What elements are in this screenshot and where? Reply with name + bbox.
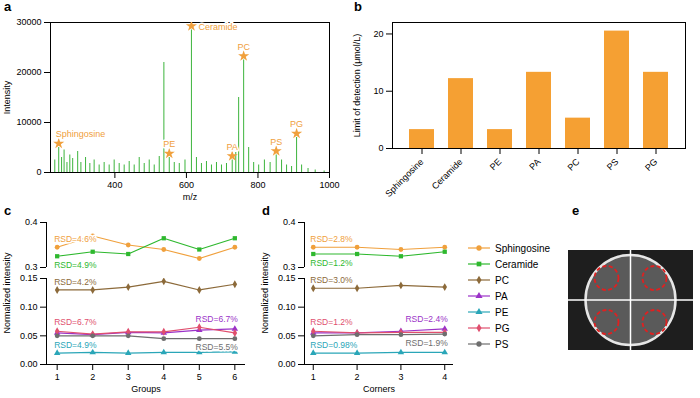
html-text:b: b: [354, 0, 362, 14]
svg-text:3: 3: [398, 372, 403, 382]
svg-text:Corners: Corners: [363, 384, 396, 394]
svg-text:2: 2: [90, 372, 95, 382]
svg-text:Ceramide: Ceramide: [430, 157, 465, 192]
svg-text:0.4: 0.4: [283, 217, 296, 227]
svg-text:m/z: m/z: [183, 192, 198, 202]
svg-text:4: 4: [161, 372, 166, 382]
svg-text:PS: PS: [605, 157, 621, 173]
svg-text:20: 20: [373, 29, 383, 39]
svg-text:RSD=3.0%: RSD=3.0%: [310, 275, 353, 285]
svg-text:0.10: 0.10: [278, 302, 296, 312]
svg-text:PA: PA: [227, 142, 238, 152]
svg-text:Ceramide: Ceramide: [198, 22, 237, 32]
svg-text:0.05: 0.05: [20, 331, 38, 341]
svg-text:20000: 20000: [16, 67, 41, 77]
html-text:e: e: [572, 203, 580, 218]
svg-text:4: 4: [442, 372, 447, 382]
svg-text:RSD=4.9%: RSD=4.9%: [54, 340, 97, 350]
svg-text:800: 800: [250, 180, 265, 190]
svg-text:0.00: 0.00: [278, 359, 296, 369]
svg-text:RSD=1.2%: RSD=1.2%: [310, 317, 353, 327]
svg-text:0.4: 0.4: [25, 217, 38, 227]
svg-text:0.00: 0.00: [20, 359, 38, 369]
svg-text:1: 1: [55, 372, 60, 382]
html-text:c: c: [4, 203, 12, 218]
html-text:Normalized intensity: Normalized intensity: [2, 252, 12, 334]
svg-text:0.05: 0.05: [278, 331, 296, 341]
svg-text:0.15: 0.15: [278, 273, 296, 283]
svg-text:0.3: 0.3: [25, 262, 38, 272]
html-text:Sphingosine: Sphingosine: [495, 242, 550, 254]
html-text:Ceramide: Ceramide: [495, 258, 539, 270]
svg-text:Limit of detection (μmol/L): Limit of detection (μmol/L): [352, 34, 362, 138]
html-text:PS: PS: [495, 338, 509, 350]
html-text:PG: PG: [495, 322, 510, 334]
svg-text:RSD=4.9%: RSD=4.9%: [54, 260, 97, 270]
svg-text:Intensity: Intensity: [2, 80, 12, 114]
svg-text:6: 6: [232, 372, 237, 382]
svg-text:0.3: 0.3: [283, 262, 296, 272]
svg-text:0.15: 0.15: [20, 273, 38, 283]
svg-text:PE: PE: [163, 139, 175, 149]
svg-text:PA: PA: [527, 157, 542, 172]
svg-text:0: 0: [36, 167, 41, 177]
svg-text:600: 600: [179, 180, 194, 190]
html-text:a: a: [4, 0, 12, 14]
svg-text:Groups: Groups: [131, 384, 161, 394]
svg-text:RSD=5.5%: RSD=5.5%: [196, 342, 239, 352]
html-text:PC: PC: [495, 274, 509, 286]
html-text:d: d: [262, 203, 270, 218]
svg-text:0.10: 0.10: [20, 302, 38, 312]
svg-text:RSD=2.4%: RSD=2.4%: [405, 314, 448, 324]
svg-text:RSD=2.8%: RSD=2.8%: [310, 234, 353, 244]
svg-text:3: 3: [126, 372, 131, 382]
html-text:PA: PA: [495, 290, 508, 302]
svg-text:PG: PG: [643, 157, 659, 173]
svg-text:400: 400: [107, 180, 122, 190]
svg-text:RSD=6.7%: RSD=6.7%: [196, 314, 239, 324]
svg-text:Sphingosine: Sphingosine: [383, 157, 425, 199]
svg-text:RSD=1.2%: RSD=1.2%: [310, 258, 353, 268]
html-text:Normalized intensity: Normalized intensity: [260, 252, 270, 334]
svg-text:5: 5: [197, 372, 202, 382]
svg-text:10000: 10000: [16, 117, 41, 127]
svg-text:PG: PG: [290, 119, 303, 129]
svg-text:PS: PS: [270, 137, 282, 147]
svg-text:RSD=4.2%: RSD=4.2%: [54, 277, 97, 287]
svg-text:PE: PE: [488, 157, 504, 173]
svg-text:Sphingosine: Sphingosine: [56, 129, 106, 139]
svg-text:30000: 30000: [16, 17, 41, 27]
svg-text:2: 2: [355, 372, 360, 382]
svg-text:1000: 1000: [319, 180, 339, 190]
svg-text:RSD=4.6%: RSD=4.6%: [54, 234, 97, 244]
svg-text:PC: PC: [566, 156, 582, 172]
html-text:PE: PE: [495, 306, 509, 318]
svg-text:PC: PC: [237, 42, 250, 52]
svg-text:0: 0: [378, 143, 383, 153]
svg-text:1: 1: [311, 372, 316, 382]
svg-text:RSD=0.98%: RSD=0.98%: [310, 340, 357, 350]
svg-text:RSD=1.9%: RSD=1.9%: [405, 338, 448, 348]
svg-text:10: 10: [373, 86, 383, 96]
svg-text:RSD=6.7%: RSD=6.7%: [54, 317, 97, 327]
